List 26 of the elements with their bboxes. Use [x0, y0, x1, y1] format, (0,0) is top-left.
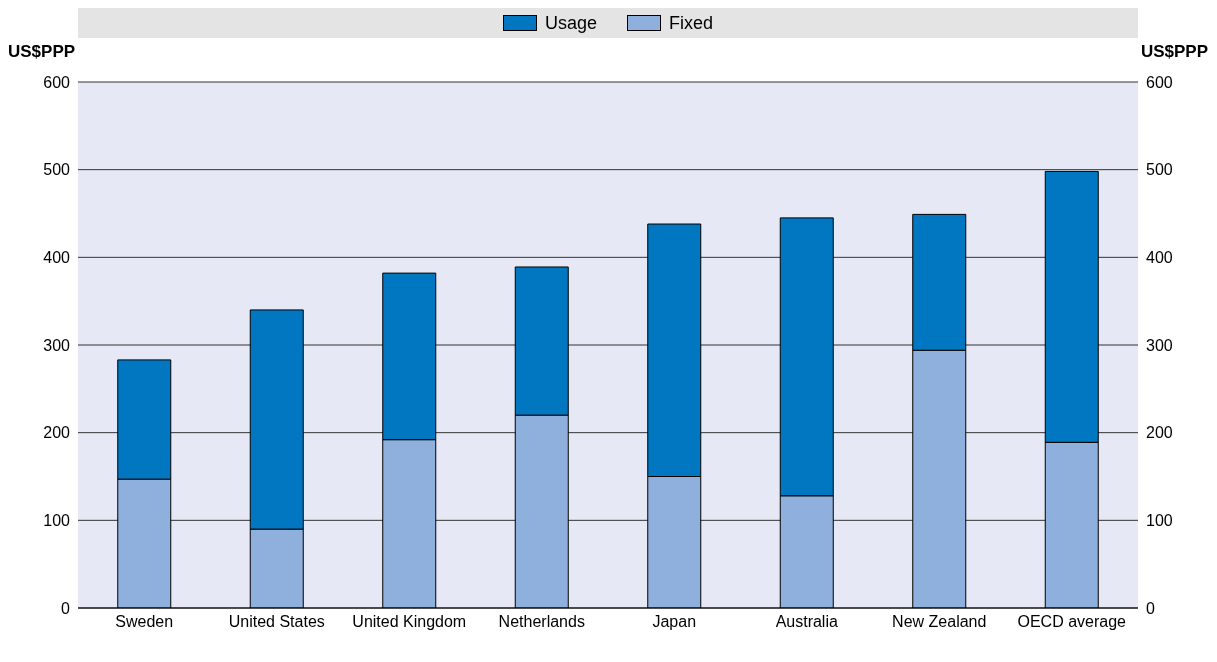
y2-tick-label: 300 [1146, 336, 1173, 354]
y2-tick-label: 600 [1146, 73, 1173, 91]
y-tick-label: 100 [43, 512, 71, 530]
y-tick-label: 0 [61, 599, 71, 617]
y2-tick-label: 500 [1146, 161, 1173, 179]
y2-axis-title: US$PPP [1140, 42, 1208, 62]
y2-tick-label: 200 [1146, 424, 1173, 442]
y2-tick-label: 0 [1146, 599, 1155, 617]
y2-tick-label: 400 [1146, 249, 1173, 267]
x-tick-label: New Zealand [892, 613, 987, 631]
legend-label: Usage [544, 12, 597, 34]
x-tick-label: Netherlands [498, 613, 585, 631]
x-tick-label: United States [228, 613, 325, 631]
x-tick-label: Sweden [115, 613, 174, 631]
y-tick-label: 600 [43, 73, 71, 91]
x-tick-label: Japan [652, 613, 697, 631]
y-axis-title: US$PPP [8, 42, 76, 62]
x-tick-label: Australia [775, 613, 838, 631]
y2-tick-label: 100 [1146, 512, 1173, 530]
y-tick-label: 500 [43, 161, 71, 179]
y-tick-label: 400 [43, 249, 71, 267]
legend-label: Fixed [669, 12, 714, 34]
y-tick-label: 200 [43, 424, 71, 442]
x-tick-label: OECD average [1017, 613, 1127, 631]
x-tick-label: United Kingdom [352, 613, 467, 631]
y-tick-label: 300 [43, 336, 71, 354]
